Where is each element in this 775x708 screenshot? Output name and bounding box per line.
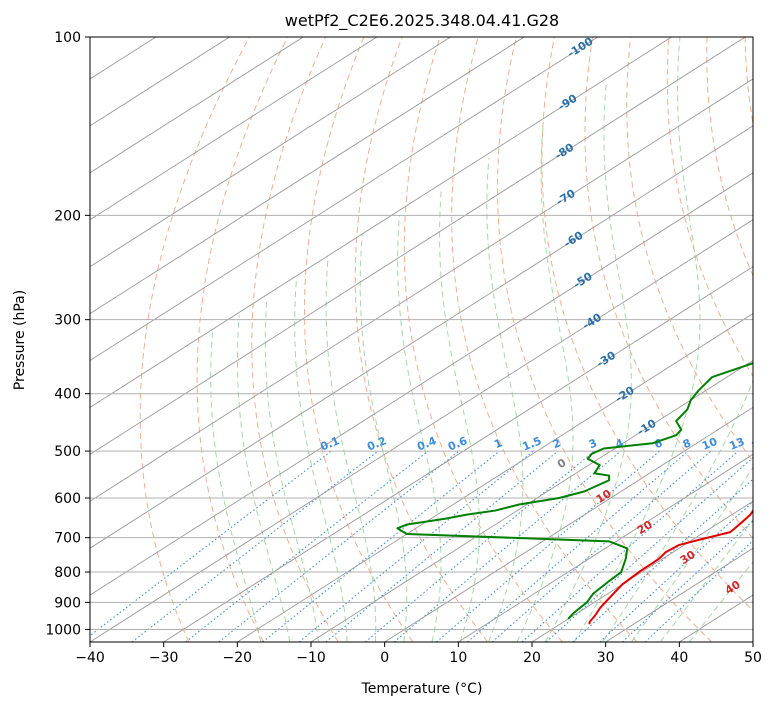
moist-adiabat-line bbox=[210, 332, 262, 642]
isotherm-line bbox=[163, 266, 753, 642]
moist-adiabat-line bbox=[325, 256, 377, 642]
dry-adiabat-line bbox=[303, 37, 414, 642]
mixing-ratio-label: 3 bbox=[587, 436, 599, 451]
isotherm-line bbox=[90, 37, 746, 455]
mixing-ratio-line bbox=[572, 478, 753, 642]
pressure-gridlines bbox=[90, 37, 753, 630]
moist-adiabat-line bbox=[359, 233, 408, 642]
mixing-ratio-line bbox=[90, 450, 332, 637]
moist-adiabat-line bbox=[688, 561, 753, 642]
dry-adiabat-line bbox=[354, 37, 489, 642]
x-tick-label: −10 bbox=[296, 650, 326, 666]
mixing-ratio-label: 1 bbox=[492, 436, 504, 451]
isotherm-line bbox=[90, 37, 672, 408]
mixing-ratio-line bbox=[467, 450, 689, 642]
dry-adiabat-line bbox=[403, 37, 563, 642]
mixing-ratio-label: 13 bbox=[727, 435, 746, 453]
dry-adiabats bbox=[139, 37, 753, 642]
mixing-ratio-line bbox=[621, 520, 753, 642]
temperature-profile-line bbox=[588, 508, 753, 625]
moist-adiabat-line bbox=[602, 379, 753, 642]
x-tick-label: 50 bbox=[744, 650, 762, 666]
isotherm-line bbox=[90, 37, 304, 174]
x-tick-label: 10 bbox=[449, 650, 467, 666]
mixing-ratio-label: 2 bbox=[551, 436, 563, 451]
isotherm-line bbox=[310, 359, 753, 642]
isotherm-line bbox=[90, 78, 753, 502]
dry-adiabat-line bbox=[626, 37, 753, 462]
y-tick-label: 100 bbox=[54, 30, 81, 46]
plot-frame bbox=[89, 36, 754, 643]
x-axis-label: Temperature (°C) bbox=[361, 681, 483, 697]
isotherm-line bbox=[90, 37, 451, 268]
x-tick-label: 40 bbox=[670, 650, 688, 666]
mixing-ratio-line bbox=[491, 450, 712, 642]
dry-adiabat-line bbox=[541, 37, 753, 612]
y-tick-label: 700 bbox=[54, 531, 81, 547]
dry-adiabat-line bbox=[196, 37, 289, 642]
mixing-ratio-label: 16 bbox=[750, 435, 769, 453]
y-tick-label: 800 bbox=[54, 565, 81, 581]
y-tick-label: 900 bbox=[54, 595, 81, 611]
y-tick-label: 200 bbox=[54, 208, 81, 224]
chart-title: wetPf2_C2E6.2025.348.04.41.G28 bbox=[285, 11, 559, 31]
x-tick-label: −20 bbox=[223, 650, 253, 666]
x-tick-label: 0 bbox=[380, 650, 389, 666]
mixing-ratio-label: 8 bbox=[681, 436, 693, 451]
x-axis: −40 −30 −20 −10 0 10 20 30 40 50 bbox=[75, 642, 762, 666]
moist-adiabat-line bbox=[397, 215, 442, 642]
dry-adiabat-line bbox=[451, 37, 638, 642]
y-axis-label: Pressure (hPa) bbox=[12, 290, 28, 390]
y-tick-label: 500 bbox=[54, 444, 81, 460]
moist-adiabat-line bbox=[236, 315, 291, 642]
y-tick-label: 1000 bbox=[45, 622, 81, 638]
isotherm-line bbox=[90, 37, 525, 315]
isotherm-line bbox=[237, 313, 753, 642]
isotherm-line bbox=[90, 219, 753, 642]
mixing-ratio-line bbox=[599, 500, 753, 642]
y-tick-label: 300 bbox=[54, 313, 81, 329]
moist-adiabat-line bbox=[294, 277, 348, 642]
isotherm-line bbox=[90, 125, 753, 549]
moist-adiabat-line bbox=[631, 466, 753, 642]
mixing-ratio-line bbox=[185, 450, 429, 642]
sounding-profiles bbox=[396, 362, 753, 625]
isotherm-line bbox=[90, 172, 753, 596]
isotherm-line bbox=[384, 406, 753, 642]
x-tick-label: −30 bbox=[149, 650, 179, 666]
mixing-ratio-line bbox=[436, 450, 661, 642]
isotherm-line bbox=[458, 453, 753, 642]
mixing-ratio-line bbox=[364, 450, 595, 642]
isotherm-line bbox=[90, 37, 599, 362]
dewpoint-profile-line bbox=[396, 362, 753, 620]
moist-adiabat-line bbox=[659, 518, 753, 642]
dry-adiabat-line bbox=[251, 37, 339, 642]
x-tick-label: −40 bbox=[75, 650, 105, 666]
mixing-ratio-line bbox=[262, 450, 500, 642]
moist-adiabat-line bbox=[544, 83, 632, 642]
isotherm-lines bbox=[90, 37, 753, 642]
dry-adiabat-line bbox=[497, 37, 713, 642]
dry-adiabat-line bbox=[706, 37, 753, 277]
y-tick-label: 400 bbox=[54, 387, 81, 403]
mixing-ratio-line bbox=[393, 450, 622, 642]
mixing-ratio-label: 10 bbox=[700, 435, 719, 453]
isotherm-line bbox=[90, 37, 378, 221]
dry-adiabat-line bbox=[584, 37, 753, 540]
y-tick-label: 600 bbox=[54, 491, 81, 507]
moist-adiabat-line bbox=[264, 297, 319, 642]
x-tick-label: 20 bbox=[523, 650, 541, 666]
dry-adiabat-line bbox=[666, 37, 753, 378]
mixing-ratio-lines bbox=[90, 450, 753, 642]
mixing-ratio-line bbox=[218, 450, 460, 642]
x-tick-label: 30 bbox=[597, 650, 615, 666]
y-axis: 100 200 300 400 500 600 700 800 900 1000 bbox=[45, 30, 90, 638]
